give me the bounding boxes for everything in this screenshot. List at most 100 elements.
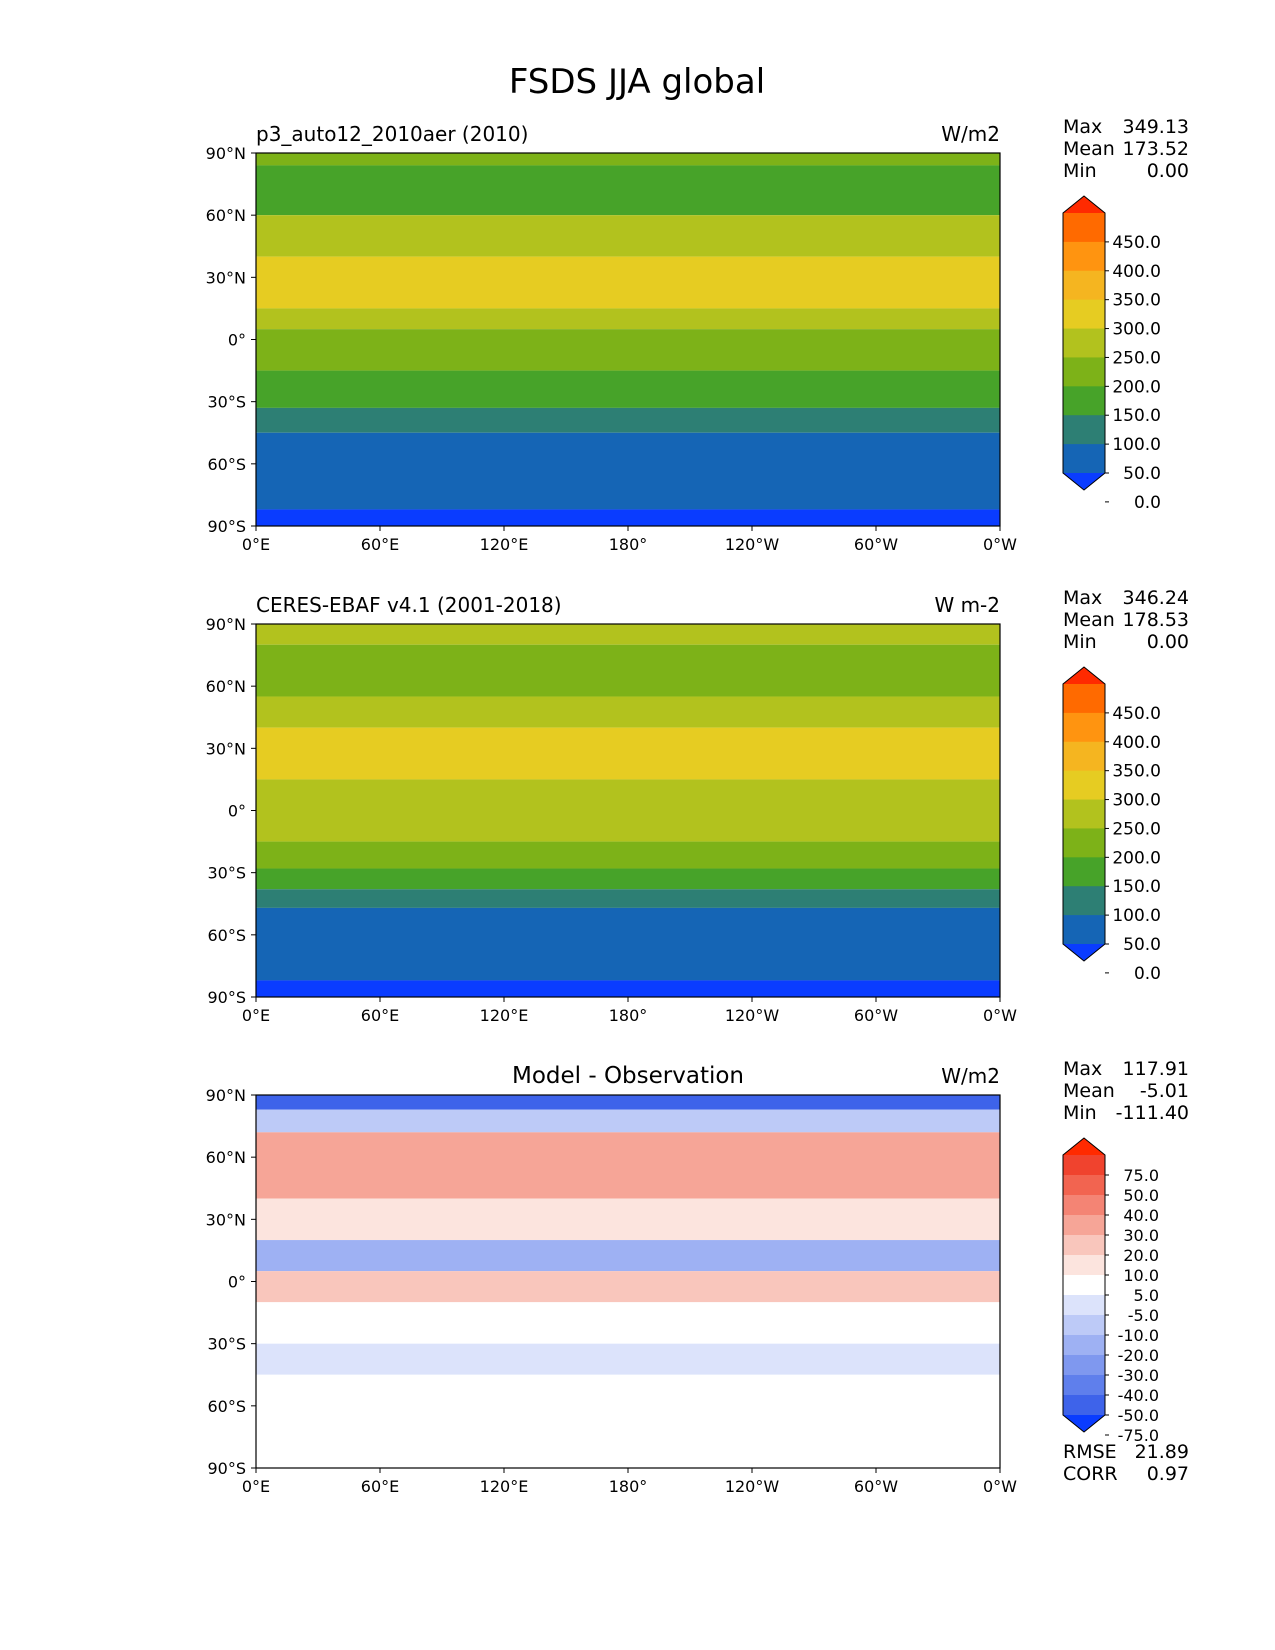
lat-tick-label: 90°N xyxy=(206,615,246,634)
colorbar-extend-min xyxy=(1063,944,1105,961)
map-field xyxy=(256,1095,1000,1468)
map-band-6 xyxy=(256,868,1000,890)
lon-tick-label: 120°E xyxy=(480,535,529,554)
extra-stat-value: 0.97 xyxy=(1147,1463,1189,1485)
panel-units: W/m2 xyxy=(941,1064,1000,1088)
stat-value: 0.00 xyxy=(1147,631,1189,653)
map-band-9 xyxy=(256,509,1000,526)
lat-tick-label: 30°N xyxy=(206,739,246,758)
lat-tick-label: 90°S xyxy=(207,988,246,1007)
stat-label: Mean xyxy=(1063,1080,1115,1102)
lon-tick-label: 60°E xyxy=(361,1006,399,1025)
colorbar-segment xyxy=(1063,357,1105,387)
colorbar-tick-label: 100.0 xyxy=(1112,435,1161,455)
lon-tick-label: 120°W xyxy=(725,1006,780,1025)
map-band-4 xyxy=(256,1240,1000,1272)
lon-tick-label: 120°E xyxy=(480,1477,529,1496)
colorbar-tick-label: 200.0 xyxy=(1112,848,1161,868)
colorbar-segment xyxy=(1063,915,1105,945)
colorbar-segment xyxy=(1063,1315,1105,1336)
colorbar-tick-label: -40.0 xyxy=(1118,1386,1159,1405)
lon-tick-label: 0°E xyxy=(242,1006,270,1025)
colorbar-tick-label: 100.0 xyxy=(1112,906,1161,926)
colorbar-segment xyxy=(1063,1215,1105,1236)
map-band-6 xyxy=(256,1302,1000,1344)
colorbar-tick-label: 0.0 xyxy=(1134,964,1161,984)
colorbar-tick-label: 150.0 xyxy=(1112,406,1161,426)
map-band-4 xyxy=(256,308,1000,330)
lat-tick-label: 30°N xyxy=(206,268,246,287)
colorbar-segment xyxy=(1063,799,1105,829)
colorbar-segment xyxy=(1063,299,1105,330)
colorbar-tick-label: 50.0 xyxy=(1123,464,1161,484)
map-band-8 xyxy=(256,907,1000,981)
lon-tick-label: 60°E xyxy=(361,535,399,554)
colorbar-segment xyxy=(1063,1255,1105,1276)
extra-stat-label: RMSE xyxy=(1063,1441,1117,1463)
colorbar-extend-max xyxy=(1063,196,1105,213)
colorbar-tick-label: 50.0 xyxy=(1123,1186,1159,1205)
colorbar-segment xyxy=(1063,770,1105,801)
lon-tick-label: 0°W xyxy=(983,535,1017,554)
lat-tick-label: 0° xyxy=(228,802,246,821)
map-band-1 xyxy=(256,644,1000,697)
colorbar-tick-label: 20.0 xyxy=(1123,1246,1159,1265)
colorbar-tick-label: 450.0 xyxy=(1112,704,1161,724)
colorbar-tick-label: 400.0 xyxy=(1112,733,1161,753)
colorbar-segment xyxy=(1063,684,1105,714)
colorbar-segment xyxy=(1063,1355,1105,1376)
colorbar-outline xyxy=(1062,666,1106,962)
colorbar-extend-max xyxy=(1063,1138,1105,1155)
map-band-0 xyxy=(256,153,1000,166)
colorbar-tick-label: 5.0 xyxy=(1134,1286,1159,1305)
colorbar-tick-label: 450.0 xyxy=(1112,233,1161,253)
lat-tick-label: 0° xyxy=(228,1273,246,1292)
extra-stat-value: 21.89 xyxy=(1135,1441,1189,1463)
lat-tick-label: 60°N xyxy=(206,677,246,696)
lon-tick-label: 180° xyxy=(609,1477,648,1496)
stat-value: 0.00 xyxy=(1147,160,1189,182)
colorbar-segment xyxy=(1063,712,1105,743)
colorbar-tick-label: 40.0 xyxy=(1123,1206,1159,1225)
colorbar-tick-label: 350.0 xyxy=(1112,291,1161,311)
map-band-9 xyxy=(256,980,1000,997)
panel-title-left: p3_auto12_2010aer (2010) xyxy=(256,122,528,146)
panels: 90°N60°N30°N0°30°S60°S90°S0°E 60°E 120°E 18… xyxy=(206,116,1189,1496)
lat-tick-label: 60°S xyxy=(207,1397,246,1416)
lon-tick-label: 120°E xyxy=(480,1006,529,1025)
colorbar-tick-label: -10.0 xyxy=(1118,1326,1159,1345)
colorbar-tick-label: 50.0 xyxy=(1123,935,1161,955)
map-field xyxy=(256,153,1000,526)
colorbar-tick-label: -50.0 xyxy=(1118,1406,1159,1425)
map-band-3 xyxy=(256,1198,1000,1241)
figure-title: FSDS JJA global xyxy=(509,62,765,102)
lat-tick-label: 30°S xyxy=(207,864,246,883)
lon-tick-label: 0°W xyxy=(983,1477,1017,1496)
colorbar-segment xyxy=(1063,270,1105,301)
panel-obs: 90°N 60°N 30°N 0° 30°S 60°S 90°S0°E 60°E 120°E 18… xyxy=(206,587,1189,1025)
colorbar-tick-label: 30.0 xyxy=(1123,1226,1159,1245)
stat-label: Mean xyxy=(1063,609,1115,631)
lat-tick-label: 0° xyxy=(228,331,246,350)
map-band-5 xyxy=(256,841,1000,869)
map-band-1 xyxy=(256,165,1000,216)
map-band-0 xyxy=(256,624,1000,645)
colorbar: 450.0 400.0 350.0 300.0 250.0 200.0 150.0 100.0… xyxy=(1062,195,1161,513)
lat-tick-label: 30°S xyxy=(207,1335,246,1354)
panel-model: 90°N 60°N 30°N 0° 30°S 60°S 90°S0°E 60°E 120°E 18… xyxy=(206,116,1189,554)
lon-tick-label: 0°E xyxy=(242,535,270,554)
lat-tick-label: 60°S xyxy=(207,455,246,474)
map-field xyxy=(256,624,1000,997)
stat-label: Min xyxy=(1063,1102,1097,1124)
stat-value: -5.01 xyxy=(1140,1080,1189,1102)
panel-title-left: CERES-EBAF v4.1 (2001-2018) xyxy=(256,593,562,617)
stat-label: Max xyxy=(1063,587,1102,609)
stat-label: Max xyxy=(1063,1058,1102,1080)
colorbar: 75.050.040.030.020.010.05.0-5.0-10.0-20.… xyxy=(1062,1137,1159,1445)
lon-tick-label: 60°W xyxy=(854,1006,898,1025)
colorbar-segment xyxy=(1063,1195,1105,1216)
lat-tick-label: 90°S xyxy=(207,1459,246,1478)
colorbar-segment xyxy=(1063,213,1105,243)
colorbar-tick-label: 350.0 xyxy=(1112,762,1161,782)
colorbar-tick-label: -20.0 xyxy=(1118,1346,1159,1365)
